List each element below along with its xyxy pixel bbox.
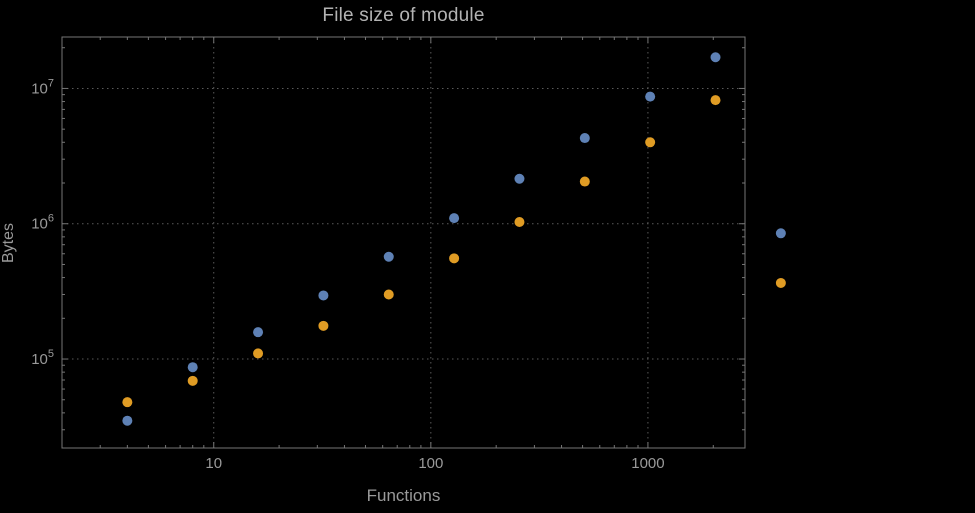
data-point-series-2 [318, 320, 329, 331]
data-point-series-2 [710, 95, 721, 106]
y-tick-label: 107 [31, 77, 54, 97]
data-point-series-2 [645, 137, 656, 148]
data-point-series-2 [122, 397, 133, 408]
data-point-series-1 [579, 133, 590, 144]
x-tick-label: 1000 [631, 455, 664, 472]
chart-title: File size of module [322, 5, 485, 26]
data-point-series-1 [775, 228, 786, 239]
data-point-series-1 [318, 290, 329, 301]
data-point-series-2 [514, 216, 525, 227]
data-point-series-2 [187, 375, 198, 386]
data-point-series-1 [514, 173, 525, 184]
data-point-series-1 [122, 415, 133, 426]
data-point-series-1 [645, 91, 656, 102]
data-point-series-1 [187, 362, 198, 373]
data-point-series-2 [449, 253, 460, 264]
y-tick-label: 105 [31, 348, 54, 368]
x-tick-label: 10 [205, 455, 222, 472]
data-point-series-1 [710, 52, 721, 63]
data-point-series-1 [449, 213, 460, 224]
data-point-series-1 [253, 327, 264, 338]
x-axis-label: Functions [366, 486, 441, 505]
data-point-series-2 [253, 348, 264, 359]
data-point-series-1 [383, 251, 394, 262]
y-tick-label: 106 [31, 213, 54, 233]
x-tick-label: 100 [418, 455, 443, 472]
data-point-series-2 [775, 277, 786, 288]
data-point-series-2 [579, 176, 590, 187]
data-point-series-2 [383, 289, 394, 300]
plot-frame [61, 36, 746, 449]
